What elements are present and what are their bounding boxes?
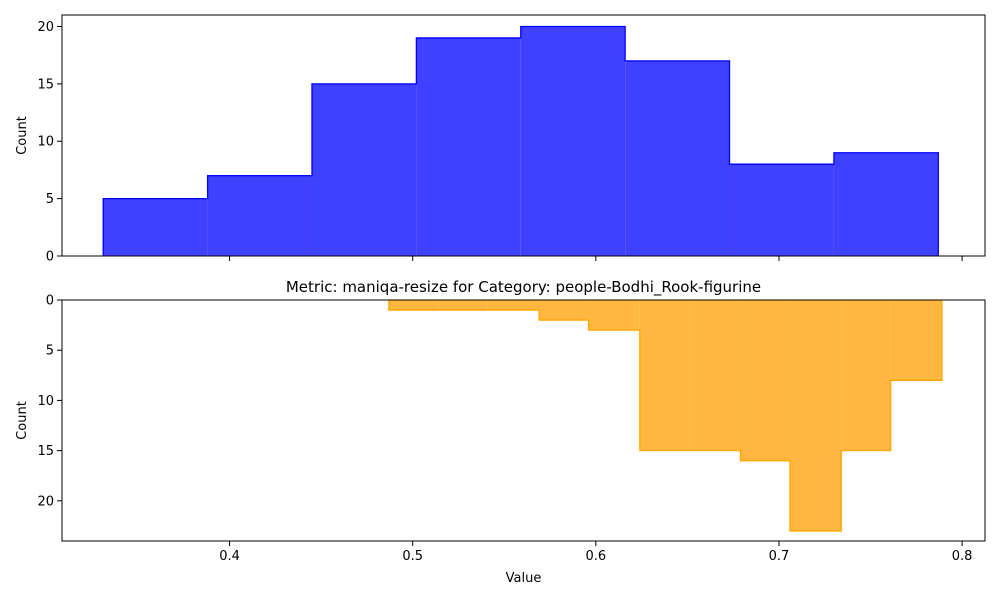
histogram-bin [588, 300, 640, 331]
bottom-histogram-panel: 0 5 10 15 20 0.4 0.5 0.6 0.7 0.8 Count Value Metric:… [15, 278, 986, 586]
histogram-outline [102, 25, 939, 256]
histogram-bin [890, 300, 942, 381]
y-tick-label: 20 [37, 20, 54, 35]
histogram-bin [833, 152, 939, 256]
top-histogram-panel: 0 5 10 15 20 Count [15, 14, 986, 265]
axes-frame [61, 299, 986, 542]
histogram-bin [689, 300, 741, 451]
histogram-bin [416, 37, 521, 257]
axes-frame [61, 14, 986, 257]
histogram-bin [740, 300, 790, 461]
y-tick-label: 20 [37, 494, 54, 509]
y-tick-label: 5 [46, 344, 54, 359]
y-tick-label: 15 [37, 77, 54, 92]
histogram-bin [311, 83, 417, 256]
y-tick-label: 5 [46, 192, 54, 207]
histogram-bin [789, 300, 842, 531]
x-tick-label: 0.8 [952, 549, 973, 564]
y-axis-label: Count [15, 116, 30, 155]
x-tick-label: 0.4 [219, 549, 240, 564]
x-tick-label: 0.6 [585, 549, 606, 564]
histogram-bin [207, 175, 312, 256]
y-tick-label: 0 [46, 250, 54, 265]
y-tick-label: 0 [46, 294, 54, 309]
histogram-bin [388, 300, 439, 311]
y-tick-label: 10 [37, 135, 54, 150]
histogram-bin [520, 26, 626, 256]
chart-title: Metric: maniqa-resize for Category: peop… [286, 278, 761, 297]
histogram-bin [639, 300, 690, 451]
histogram-bin [841, 300, 891, 451]
histogram-bin [438, 300, 488, 311]
histogram-bin [539, 300, 589, 321]
histogram-bin [625, 60, 730, 257]
x-axis-label: Value [506, 571, 542, 586]
x-tick-label: 0.5 [402, 549, 423, 564]
y-axis-label: Count [15, 401, 30, 440]
y-tick-label: 15 [37, 444, 54, 459]
histogram-bin [729, 164, 834, 256]
histogram-bin [487, 300, 540, 311]
x-tick-label: 0.7 [769, 549, 790, 564]
histogram-bin [103, 198, 208, 256]
histogram-outline [388, 300, 943, 532]
y-tick-label: 10 [37, 394, 54, 409]
